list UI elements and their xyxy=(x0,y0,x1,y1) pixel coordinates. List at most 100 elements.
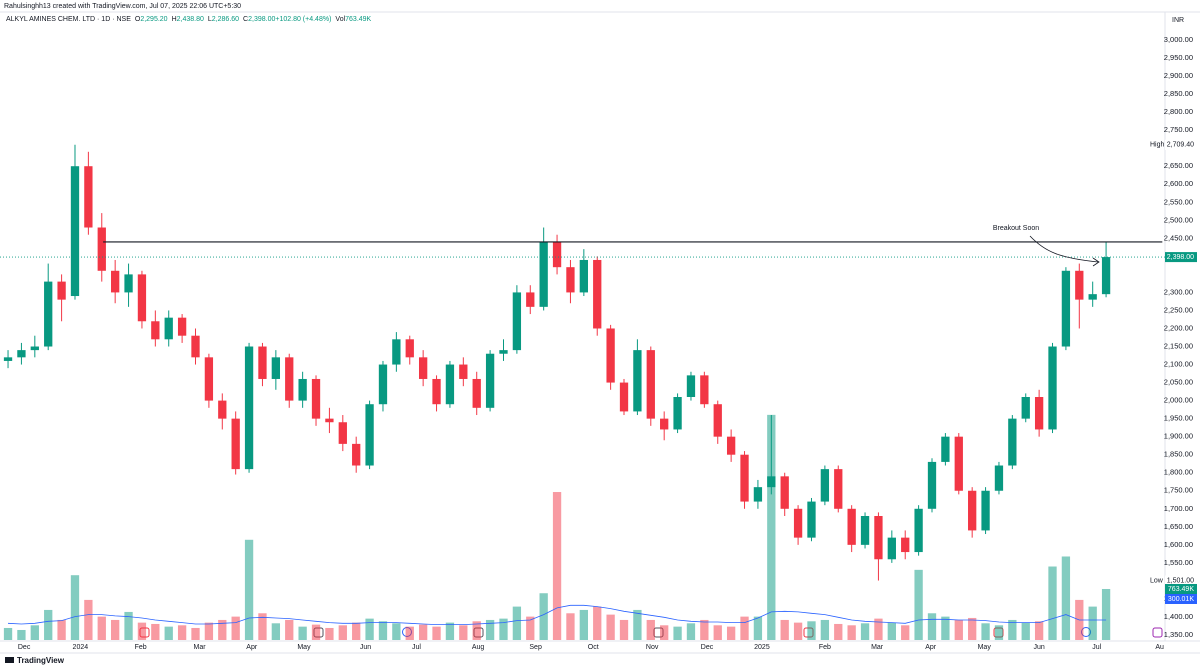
candle-body xyxy=(459,364,468,379)
y-tick-label: 2,550.00 xyxy=(1164,197,1193,206)
legend-value: 763.49K xyxy=(345,16,371,23)
y-tick-label: 2,100.00 xyxy=(1164,360,1193,369)
candle-body xyxy=(646,350,655,419)
high-tag-text: High xyxy=(1150,142,1165,149)
volume-bar xyxy=(820,619,830,640)
volume-bar xyxy=(700,619,709,640)
candle-body xyxy=(191,335,200,358)
candle-body xyxy=(44,281,53,347)
volume-bar xyxy=(44,609,53,640)
volume-bar xyxy=(177,625,187,640)
candle-body xyxy=(834,469,843,509)
candle-body xyxy=(3,357,13,361)
annotation-arrow xyxy=(1029,235,1099,263)
volume-bar xyxy=(57,619,66,640)
candle-body xyxy=(432,378,441,405)
candle-body xyxy=(1034,397,1044,430)
candle-body xyxy=(151,321,160,340)
candle-body xyxy=(325,418,334,423)
candle-body xyxy=(981,490,990,531)
volume-bar xyxy=(874,618,883,640)
y-tick-label: 2,450.00 xyxy=(1164,233,1193,242)
candle-body xyxy=(111,270,120,293)
volume-bar xyxy=(405,626,414,640)
x-tick-label: Aug xyxy=(472,644,485,651)
volume-bar xyxy=(70,575,80,640)
candle-body xyxy=(820,469,830,502)
volume-bar xyxy=(981,623,990,640)
candle-body xyxy=(660,418,669,430)
volume-bar xyxy=(432,626,441,640)
candle-body xyxy=(1061,270,1071,347)
volume-bar xyxy=(258,613,267,640)
legend-key: H xyxy=(172,16,177,23)
candle-body xyxy=(137,274,147,322)
candle-body xyxy=(298,378,307,401)
volume-bar xyxy=(244,539,254,640)
y-tick-label: 2,250.00 xyxy=(1164,305,1193,314)
volume-bar xyxy=(619,619,629,640)
volume-bar xyxy=(1034,621,1044,640)
volume-bar xyxy=(1021,622,1030,640)
annotation-arrowhead xyxy=(1092,257,1100,267)
candle-body xyxy=(231,418,240,470)
volume-tag-bg xyxy=(1165,583,1197,594)
legend-value: +102.80 (+4.48%) xyxy=(275,16,331,23)
low-tag-bg xyxy=(1165,575,1197,586)
legend-value: 2,398.00 xyxy=(248,16,275,23)
volume-bar xyxy=(860,623,870,640)
x-tick-label: Sep xyxy=(529,644,542,651)
volume-bar xyxy=(954,619,963,640)
volume-bar xyxy=(593,606,602,640)
candle-body xyxy=(1088,294,1097,300)
symbol: ALKYL AMINES CHEM. LTD · 1D · NSE xyxy=(6,16,131,23)
y-tick-label: 1,800.00 xyxy=(1164,468,1193,477)
volume-bar xyxy=(311,624,321,640)
y-tick-label: 2,200.00 xyxy=(1164,323,1193,332)
y-tick-label: 2,900.00 xyxy=(1164,71,1193,80)
volume-bar xyxy=(325,627,334,640)
y-tick-label: 1,900.00 xyxy=(1164,432,1193,441)
x-tick-label: Feb xyxy=(135,644,147,651)
candle-body xyxy=(405,339,414,358)
high-tag-bg xyxy=(1165,139,1197,150)
volume-bar xyxy=(499,618,508,640)
x-tick-label: Feb xyxy=(819,644,831,651)
candle-body xyxy=(124,274,133,293)
candle-body xyxy=(713,404,722,437)
volume-bar xyxy=(231,616,240,640)
y-tick-label: 2,750.00 xyxy=(1164,125,1193,134)
watermark: Rahulsinghh13 created with TradingView.c… xyxy=(4,3,241,10)
candle-body xyxy=(472,378,481,408)
y-tick-label: 2,800.00 xyxy=(1164,107,1193,116)
candle-body xyxy=(901,537,910,553)
candle-body xyxy=(30,346,39,351)
candle-body xyxy=(539,241,548,307)
y-tick-label: 1,750.00 xyxy=(1164,486,1193,495)
x-tick-label: 2024 xyxy=(73,644,89,651)
earnings-icon[interactable] xyxy=(1152,627,1163,638)
volume-bar xyxy=(392,623,401,640)
volume-bar xyxy=(606,614,615,640)
candle-body xyxy=(700,375,709,405)
x-tick-label: Jun xyxy=(360,644,371,651)
volume-bar xyxy=(218,619,227,640)
volume-bar xyxy=(807,621,816,640)
volume-bar xyxy=(365,618,374,640)
x-tick-label: Dec xyxy=(701,644,714,651)
volume-bar xyxy=(726,626,736,640)
volume-bar xyxy=(1008,619,1017,640)
volume-bar xyxy=(713,625,722,640)
volume-bar xyxy=(526,616,535,640)
volume-tag: 763.49K xyxy=(1168,586,1194,593)
volume-bar xyxy=(780,619,789,640)
candle-body xyxy=(445,364,455,405)
volume-bar xyxy=(124,611,133,640)
volume-bar xyxy=(633,609,642,640)
candle-body xyxy=(418,357,428,379)
volume-ma-tag-bg xyxy=(1165,593,1197,604)
volume-bar xyxy=(793,622,803,640)
volume-bar xyxy=(472,621,481,640)
